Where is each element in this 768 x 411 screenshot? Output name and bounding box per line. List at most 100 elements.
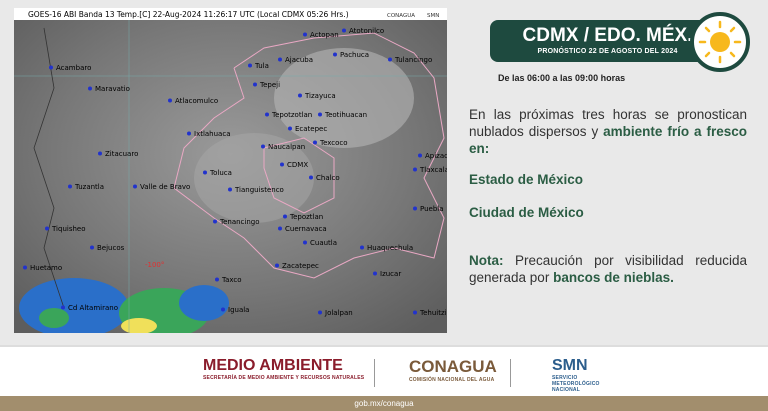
city-dot	[303, 32, 307, 37]
title: CDMX / EDO. MÉX.	[522, 25, 693, 46]
city-label: Taxco	[221, 276, 242, 284]
city-label: Izucar	[380, 270, 401, 278]
city-label: Teotihuacan	[324, 111, 367, 119]
city-dot	[203, 170, 207, 175]
logo-subtitle: SERVICIO METEOROLÓGICO NACIONAL	[552, 375, 600, 393]
city-label: Tlaxcala	[419, 166, 447, 174]
city-dot	[313, 140, 317, 145]
cold-cloud	[39, 308, 69, 328]
city-dot	[283, 214, 287, 219]
city-label: Texcoco	[319, 139, 348, 147]
separator	[374, 359, 375, 387]
city-dot	[413, 206, 417, 211]
city-dot	[228, 187, 232, 192]
city-dot	[90, 245, 94, 250]
intro-emphasis: ambiente frío a fresco en:	[469, 124, 747, 156]
map-header-bar	[14, 8, 447, 20]
city-label: Tehuitzingo	[419, 309, 447, 317]
cold-cloud	[121, 318, 157, 333]
state-border	[263, 137, 335, 214]
logo-subtitle: COMISIÓN NACIONAL DEL AGUA	[409, 377, 495, 383]
city-label: Tizayuca	[304, 92, 336, 100]
footer: MEDIO AMBIENTE SECRETARÍA DE MEDIO AMBIE…	[0, 345, 768, 398]
city-label: Toluca	[209, 169, 232, 177]
city-dot	[49, 65, 53, 70]
city-dot	[221, 307, 225, 312]
city-dot	[288, 126, 292, 131]
city-label: Acambaro	[56, 64, 91, 72]
city-label: Valle de Bravo	[140, 183, 190, 191]
place: Ciudad de México	[469, 205, 584, 220]
city-dot	[413, 167, 417, 172]
city-dot	[187, 131, 191, 136]
city-dot	[303, 240, 307, 245]
separator	[510, 359, 511, 387]
city-label: Puebla	[420, 205, 444, 213]
state-border	[33, 27, 65, 309]
city-label: Actopan	[310, 31, 339, 39]
city-label: Bejucos	[97, 244, 125, 252]
satellite-map: GOES-16 ABI Banda 13 Temp.[C] 22-Aug-202…	[14, 8, 447, 333]
city-label: Tepeji	[259, 81, 280, 89]
place: Estado de México	[469, 172, 584, 187]
city-dot	[275, 263, 279, 268]
city-dot	[61, 305, 65, 310]
city-dot	[333, 52, 337, 57]
city-dot	[88, 86, 92, 91]
city-label: Jolalpan	[324, 309, 353, 317]
sun-icon	[690, 12, 750, 72]
cloud	[274, 48, 414, 148]
city-dot	[23, 265, 27, 270]
cloud	[194, 133, 314, 223]
city-dot	[418, 153, 422, 158]
note: Nota: Precaución por visibilidad reducid…	[469, 252, 747, 286]
footer-logo: MEDIO AMBIENTE SECRETARÍA DE MEDIO AMBIE…	[175, 357, 364, 381]
city-dot	[413, 310, 417, 315]
logo-name: MEDIO AMBIENTE	[203, 357, 343, 374]
graticule-label: -100°	[145, 261, 164, 269]
subtitle: PRONÓSTICO 22 DE AGOSTO DEL 2024	[537, 48, 678, 55]
city-label: Ixtlahuaca	[194, 130, 231, 138]
city-dot	[215, 277, 219, 282]
city-dot	[213, 219, 217, 224]
city-label: Tulancingo	[394, 56, 432, 64]
city-label: Pachuca	[340, 51, 369, 59]
city-label: Iguala	[228, 306, 249, 314]
cold-cloud	[179, 285, 229, 321]
city-label: Atlacomulco	[175, 97, 218, 105]
city-label: Tepotzotlan	[271, 111, 312, 119]
footer-logo: SMN SERVICIO METEOROLÓGICO NACIONAL	[522, 357, 602, 393]
hours: De las 06:00 a las 09:00 horas	[498, 73, 626, 83]
city-dot	[278, 57, 282, 62]
city-label: Tuzantla	[74, 183, 104, 191]
sun	[698, 20, 742, 64]
url: gob.mx/conagua	[354, 399, 414, 408]
city-label: Cd Altamirano	[68, 304, 118, 312]
intro: En las próximas tres horas se pronostica…	[469, 106, 747, 157]
city-dot	[265, 112, 269, 117]
city-label: Chalco	[316, 174, 340, 182]
logo-name: SMN	[552, 357, 588, 374]
note-text: Precaución por visibilidad reducida gene…	[469, 253, 747, 285]
city-dot	[98, 151, 102, 156]
city-label: Tiquisheo	[51, 225, 86, 233]
map-logo: CONAGUA	[387, 13, 415, 19]
city-label: Huaquechula	[367, 244, 413, 252]
city-dot	[298, 93, 302, 98]
city-dot	[280, 162, 284, 167]
city-dot	[342, 28, 346, 33]
city-label: Maravatio	[95, 85, 130, 93]
city-dot	[45, 226, 49, 231]
city-label: CDMX	[287, 161, 308, 169]
title-box: CDMX / EDO. MÉX. PRONÓSTICO 22 DE AGOSTO…	[490, 20, 725, 62]
forecast-panel: CDMX / EDO. MÉX. PRONÓSTICO 22 DE AGOSTO…	[468, 0, 768, 345]
city-label: Cuernavaca	[285, 225, 327, 233]
city-dot	[309, 175, 313, 180]
city-label: Atotonilco	[349, 27, 384, 35]
city-dot	[373, 271, 377, 276]
city-dot	[278, 226, 282, 231]
city-dot	[318, 112, 322, 117]
city-dot	[360, 245, 364, 250]
city-dot	[318, 310, 322, 315]
